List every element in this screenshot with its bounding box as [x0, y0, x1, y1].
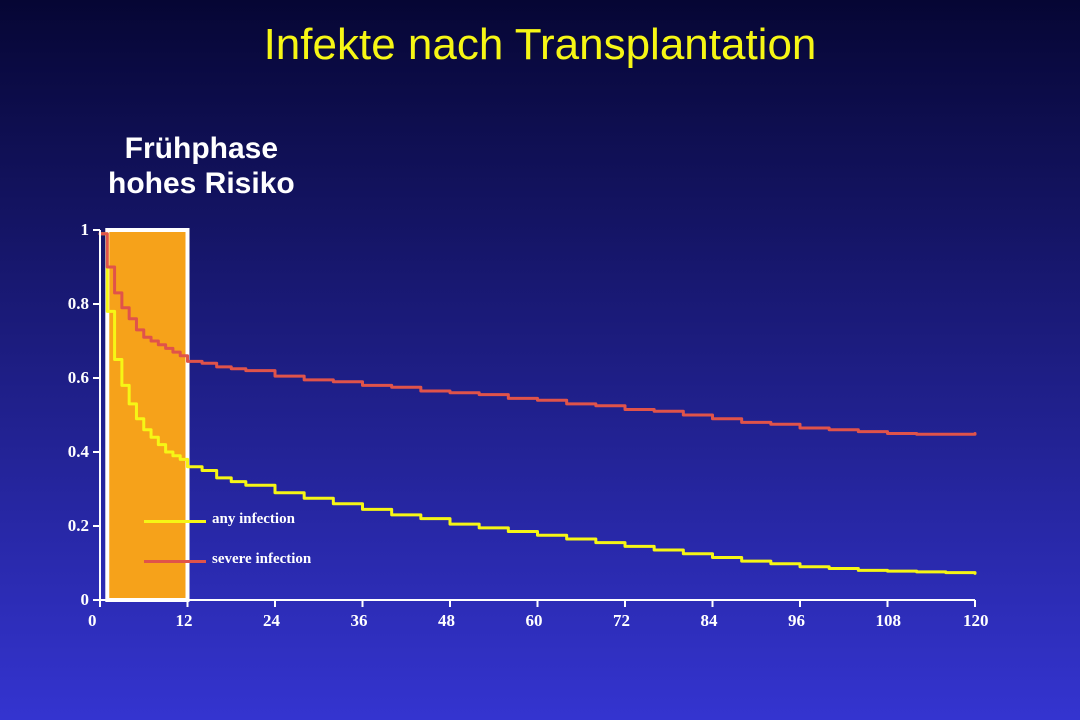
y-tick-label: 0.4 [68, 442, 89, 462]
y-tick-label: 1 [81, 220, 90, 240]
legend-label: any infection [212, 511, 295, 528]
x-tick-label: 0 [88, 611, 97, 631]
x-tick-label: 24 [263, 611, 280, 631]
x-tick-label: 48 [438, 611, 455, 631]
y-tick-label: 0.6 [68, 368, 89, 388]
x-tick-label: 96 [788, 611, 805, 631]
x-tick-label: 84 [701, 611, 718, 631]
x-tick-label: 108 [876, 611, 902, 631]
x-tick-label: 60 [526, 611, 543, 631]
x-tick-label: 36 [351, 611, 368, 631]
legend-swatch [144, 520, 206, 523]
x-tick-label: 72 [613, 611, 630, 631]
x-tick-label: 12 [176, 611, 193, 631]
legend-swatch [144, 560, 206, 563]
y-tick-label: 0.2 [68, 516, 89, 536]
slide: Infekte nach Transplantation Frühphase h… [0, 0, 1080, 720]
y-tick-label: 0 [81, 590, 90, 610]
legend-label: severe infection [212, 551, 311, 568]
y-tick-label: 0.8 [68, 294, 89, 314]
x-tick-label: 120 [963, 611, 989, 631]
